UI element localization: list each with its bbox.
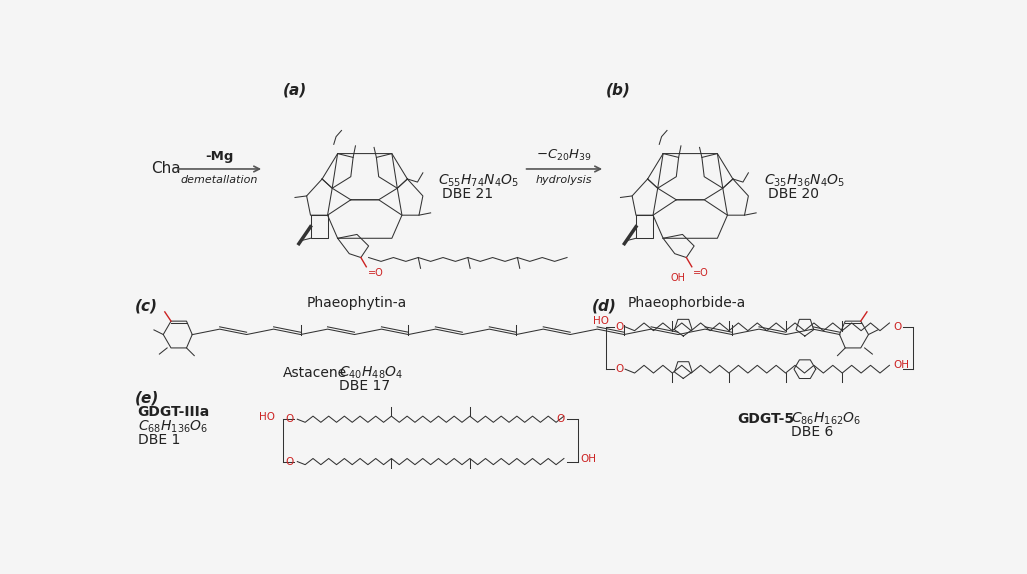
Text: demetallation: demetallation — [181, 175, 258, 185]
Text: (c): (c) — [135, 298, 157, 313]
Text: DBE 6: DBE 6 — [791, 425, 833, 439]
Text: (e): (e) — [135, 391, 159, 406]
Text: OH: OH — [893, 360, 909, 370]
Text: O: O — [284, 414, 293, 424]
Text: O: O — [893, 322, 902, 332]
Text: $C_{68}H_{136}O_6$: $C_{68}H_{136}O_6$ — [138, 418, 207, 435]
Text: (a): (a) — [282, 83, 307, 98]
Text: $C_{40}H_{48}O_4$: $C_{40}H_{48}O_4$ — [339, 365, 404, 381]
Text: (b): (b) — [606, 83, 631, 98]
Text: =O: =O — [368, 268, 384, 278]
Text: $C_{55}H_{74}N_4O_5$: $C_{55}H_{74}N_4O_5$ — [439, 172, 520, 189]
Text: Phaeophytin-a: Phaeophytin-a — [307, 296, 407, 310]
Text: OH: OH — [671, 273, 686, 283]
Text: Cha: Cha — [152, 161, 181, 176]
Text: $C_{35}H_{36}N_4O_5$: $C_{35}H_{36}N_4O_5$ — [764, 172, 845, 189]
Text: GDGT-5: GDGT-5 — [736, 412, 794, 426]
Text: Astacene: Astacene — [283, 366, 347, 380]
Text: DBE 17: DBE 17 — [339, 379, 390, 393]
Text: GDGT-IIIa: GDGT-IIIa — [138, 405, 210, 418]
Text: (d): (d) — [592, 298, 616, 313]
Text: DBE 1: DBE 1 — [138, 433, 180, 447]
Text: DBE 21: DBE 21 — [443, 187, 493, 201]
Text: $C_{86}H_{162}O_6$: $C_{86}H_{162}O_6$ — [791, 411, 862, 428]
Text: HO: HO — [259, 412, 274, 422]
Text: Phaeophorbide-a: Phaeophorbide-a — [627, 296, 746, 310]
Text: DBE 20: DBE 20 — [768, 187, 819, 201]
Text: O: O — [284, 456, 293, 467]
Text: =O: =O — [693, 268, 709, 278]
Text: HO: HO — [594, 316, 609, 325]
Text: OH: OH — [580, 454, 597, 464]
Text: hydrolysis: hydrolysis — [536, 175, 593, 185]
Text: -Mg: -Mg — [204, 150, 233, 163]
Text: O: O — [557, 414, 565, 424]
Text: O: O — [615, 322, 623, 332]
Text: O: O — [615, 364, 623, 374]
Text: $-C_{20}H_{39}$: $-C_{20}H_{39}$ — [536, 148, 592, 163]
